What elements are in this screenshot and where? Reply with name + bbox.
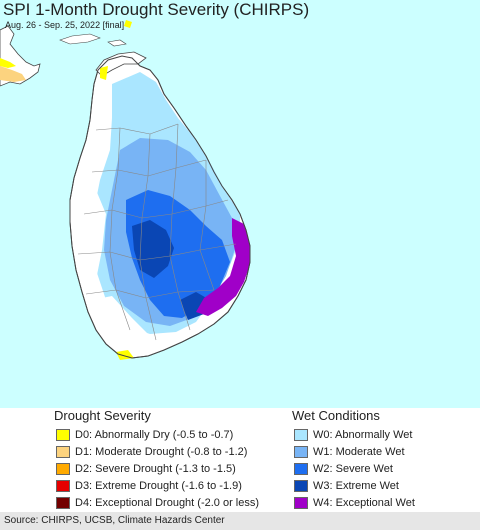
legend-item-w0: W0: Abnormally Wet — [294, 428, 412, 442]
swatch-d1 — [56, 446, 70, 458]
legend-item-w4: W4: Exceptional Wet — [294, 496, 415, 510]
india-dry-patch-d0 — [0, 58, 16, 68]
swatch-w2 — [294, 463, 308, 475]
drought-map: SPI 1-Month Drought Severity (CHIRPS) Au… — [0, 0, 480, 408]
adams-bridge-island — [107, 39, 127, 47]
legend-item-d0: D0: Abnormally Dry (-0.5 to -0.7) — [56, 428, 233, 442]
legend-item-w1: W1: Moderate Wet — [294, 445, 405, 459]
coastline — [69, 55, 251, 359]
swatch-w3 — [294, 480, 308, 492]
map-subtitle: Aug. 26 - Sep. 25, 2022 [final] — [5, 20, 125, 30]
legend-item-w2: W2: Severe Wet — [294, 462, 393, 476]
w4-region — [196, 218, 250, 316]
legend-item-d2: D2: Severe Drought (-1.3 to -1.5) — [56, 462, 236, 476]
palk-island — [59, 33, 101, 45]
swatch-d4 — [56, 497, 70, 509]
legend-label-w3: W3: Extreme Wet — [313, 480, 399, 492]
legend-label-d3: D3: Extreme Drought (-1.6 to -1.9) — [75, 480, 242, 492]
india-dry-patch — [0, 66, 26, 82]
source-text: Source: CHIRPS, UCSB, Climate Hazards Ce… — [4, 515, 225, 526]
w3-region — [132, 220, 174, 278]
jaffna-dry — [100, 66, 108, 80]
legend-label-d0: D0: Abnormally Dry (-0.5 to -0.7) — [75, 429, 234, 441]
swatch-d3 — [56, 480, 70, 492]
legend-label-w4: W4: Exceptional Wet — [313, 497, 415, 509]
legend-label-w2: W2: Severe Wet — [313, 463, 393, 475]
normal-patch-southwest — [92, 296, 150, 350]
legend-label-w1: W1: Moderate Wet — [313, 446, 405, 458]
swatch-w0 — [294, 429, 308, 441]
legend-item-d1: D1: Moderate Drought (-0.8 to -1.2) — [56, 445, 247, 459]
legend-label-w0: W0: Abnormally Wet — [313, 429, 413, 441]
legend-label-d4: D4: Exceptional Drought (-2.0 or less) — [75, 497, 260, 509]
northeast-dry — [124, 20, 132, 28]
map-canvas — [0, 0, 480, 408]
legend-item-d4: D4: Exceptional Drought (-2.0 or less) — [56, 496, 259, 510]
district-boundaries — [77, 123, 237, 341]
swatch-w4 — [294, 497, 308, 509]
swatch-d2 — [56, 463, 70, 475]
legend-label-d1: D1: Moderate Drought (-0.8 to -1.2) — [75, 446, 248, 458]
legend-item-w3: W3: Extreme Wet — [294, 479, 399, 493]
normal-patch-west — [76, 190, 106, 280]
wet-legend-title: Wet Conditions — [292, 408, 380, 423]
map-title: SPI 1-Month Drought Severity (CHIRPS) — [3, 0, 310, 19]
normal-patch-south — [148, 332, 198, 356]
source-footer: Source: CHIRPS, UCSB, Climate Hazards Ce… — [0, 512, 480, 530]
swatch-d0 — [56, 429, 70, 441]
swatch-w1 — [294, 446, 308, 458]
legend-item-d3: D3: Extreme Drought (-1.6 to -1.9) — [56, 479, 242, 493]
drought-legend-title: Drought Severity — [54, 408, 151, 423]
legend-label-d2: D2: Severe Drought (-1.3 to -1.5) — [75, 463, 236, 475]
